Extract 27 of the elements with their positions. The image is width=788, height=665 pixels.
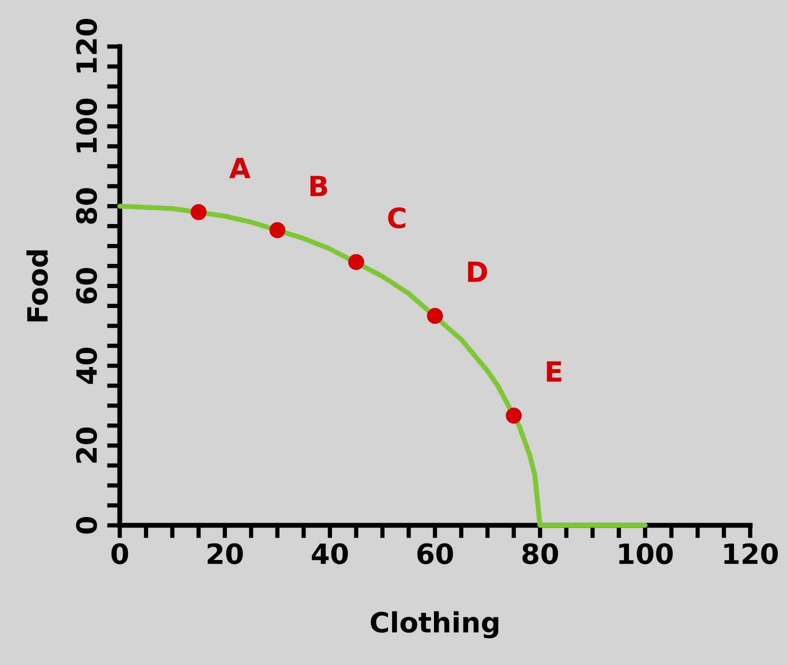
y-tick-label: 120 — [76, 18, 98, 72]
y-tick-label: 80 — [76, 188, 98, 224]
x-tick-label: 60 — [417, 543, 453, 564]
point — [269, 222, 286, 238]
y-tick-label: 20 — [76, 428, 98, 463]
x-tick-label: 120 — [724, 543, 778, 564]
data-label: B — [310, 176, 328, 196]
data-label: D — [468, 262, 488, 282]
point — [427, 308, 443, 324]
x-tick-label: 0 — [111, 543, 128, 564]
x-tick-label: 20 — [208, 543, 243, 564]
data-label: A — [229, 158, 250, 178]
x-tick-label: 40 — [312, 543, 348, 564]
x-axis-title: Clothing — [370, 611, 498, 638]
y-tick-label: 100 — [76, 98, 98, 152]
point — [506, 408, 522, 424]
x-tick-label: 80 — [522, 543, 558, 564]
point — [348, 254, 364, 270]
x-tick-label: 100 — [619, 543, 673, 564]
y-tick-label: 0 — [76, 517, 98, 534]
y-tick-label: 60 — [76, 268, 98, 304]
data-label: E — [546, 361, 562, 382]
y-axis-title: Food — [26, 250, 48, 322]
line-series — [117, 204, 648, 528]
data-label: C — [388, 207, 406, 228]
point — [190, 204, 207, 220]
y-tick-label: 40 — [76, 348, 98, 384]
